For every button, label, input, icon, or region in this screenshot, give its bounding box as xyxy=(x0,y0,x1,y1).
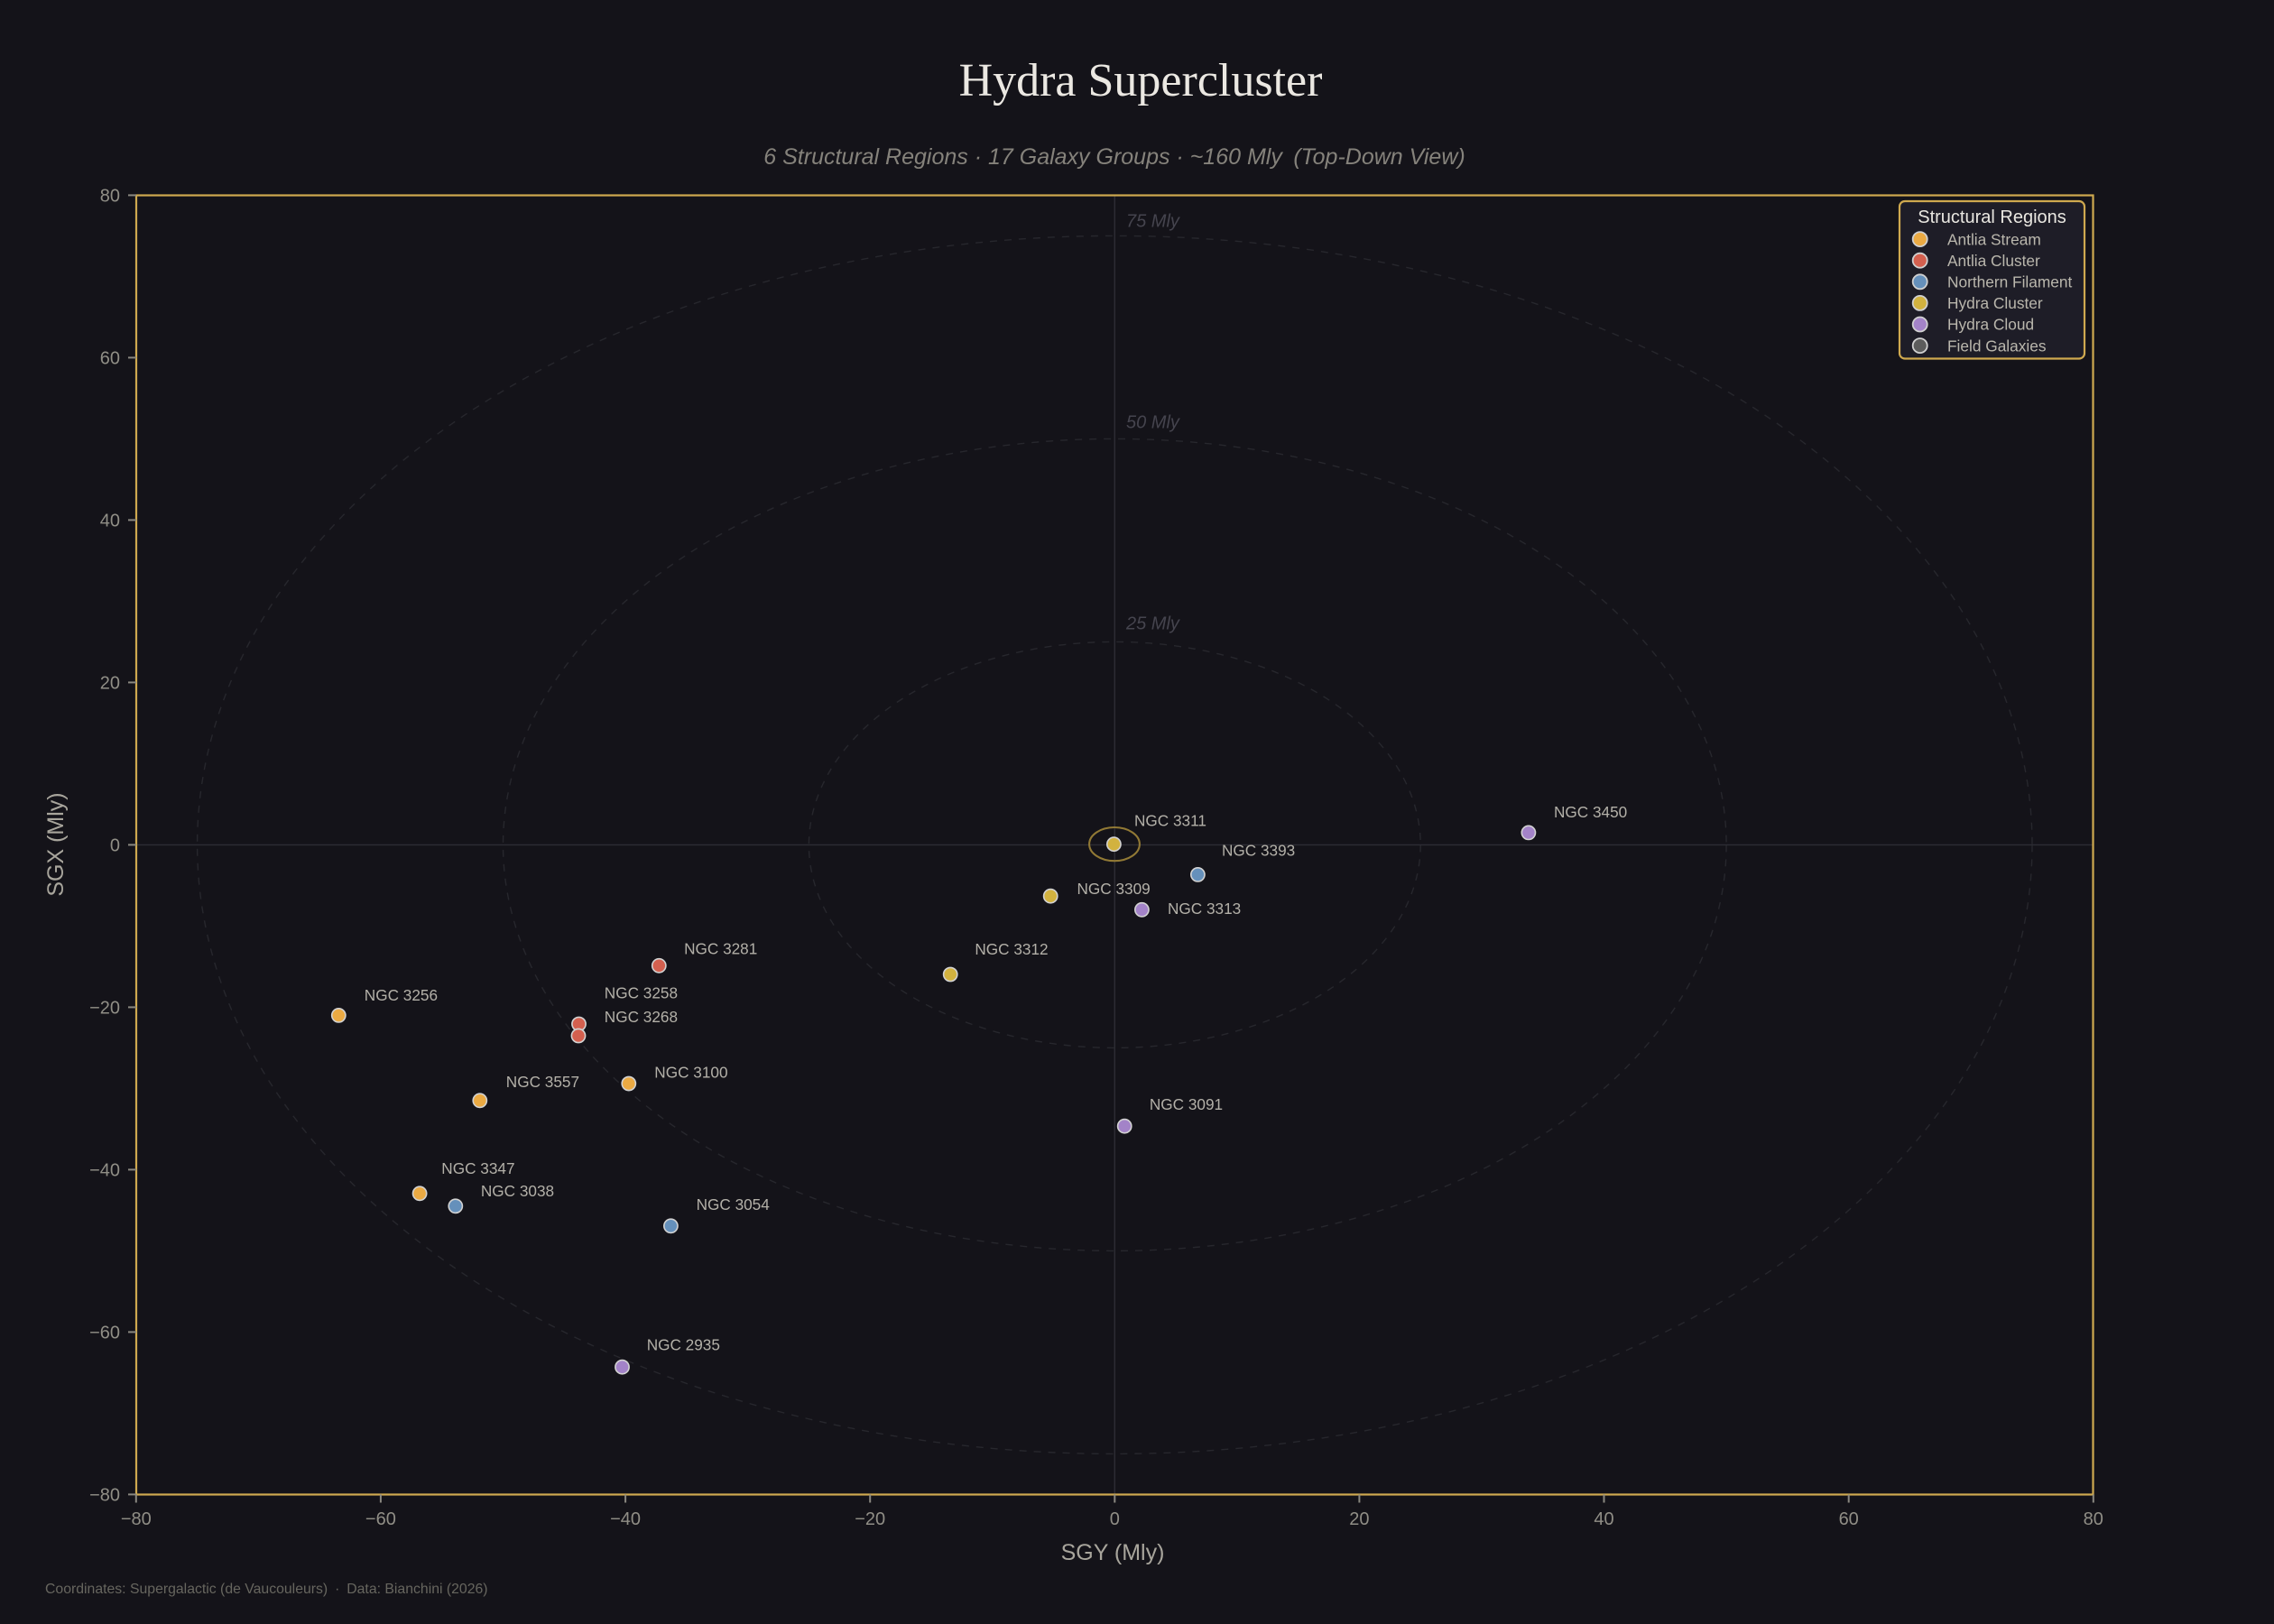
svg-text:Field Galaxies: Field Galaxies xyxy=(1947,337,2047,355)
svg-text:−60: −60 xyxy=(365,1509,396,1529)
svg-text:40: 40 xyxy=(100,511,120,531)
svg-text:20: 20 xyxy=(100,673,120,693)
svg-text:Structural Regions: Structural Regions xyxy=(1918,208,2066,227)
svg-text:75 Mly: 75 Mly xyxy=(1126,212,1180,232)
svg-text:0: 0 xyxy=(110,835,120,855)
svg-text:60: 60 xyxy=(100,348,120,368)
svg-text:−60: −60 xyxy=(89,1323,120,1343)
svg-text:Hydra Cluster: Hydra Cluster xyxy=(1947,294,2043,312)
svg-text:6 Structural Regions · 17 Gala: 6 Structural Regions · 17 Galaxy Groups … xyxy=(763,144,1465,170)
svg-text:NGC 3347: NGC 3347 xyxy=(441,1159,514,1177)
svg-text:NGC 3312: NGC 3312 xyxy=(975,940,1048,958)
svg-text:SGY (Mly): SGY (Mly) xyxy=(1061,1540,1165,1565)
svg-text:50 Mly: 50 Mly xyxy=(1126,413,1180,433)
svg-text:80: 80 xyxy=(100,186,120,206)
svg-text:−40: −40 xyxy=(89,1160,120,1180)
svg-text:−80: −80 xyxy=(89,1485,120,1505)
svg-text:60: 60 xyxy=(1839,1509,1859,1529)
svg-text:NGC 3256: NGC 3256 xyxy=(365,986,438,1004)
svg-text:Hydra Supercluster: Hydra Supercluster xyxy=(959,55,1323,106)
svg-text:NGC 3313: NGC 3313 xyxy=(1168,900,1241,918)
svg-text:NGC 3091: NGC 3091 xyxy=(1150,1095,1223,1113)
svg-text:NGC 3038: NGC 3038 xyxy=(481,1182,554,1200)
svg-text:NGC 3258: NGC 3258 xyxy=(605,984,678,1002)
svg-text:NGC 3450: NGC 3450 xyxy=(1554,803,1627,821)
svg-text:NGC 3311: NGC 3311 xyxy=(1134,812,1206,830)
svg-text:−40: −40 xyxy=(610,1509,641,1529)
svg-text:NGC 3100: NGC 3100 xyxy=(654,1064,727,1082)
svg-text:−80: −80 xyxy=(121,1509,152,1529)
svg-text:Coordinates: Supergalactic (de: Coordinates: Supergalactic (de Vaucouleu… xyxy=(45,1582,488,1597)
svg-text:NGC 3268: NGC 3268 xyxy=(605,1008,678,1026)
svg-text:Antlia Stream: Antlia Stream xyxy=(1947,230,2041,248)
svg-text:NGC 3281: NGC 3281 xyxy=(684,940,757,958)
svg-text:NGC 3557: NGC 3557 xyxy=(506,1073,579,1091)
svg-text:Antlia Cluster: Antlia Cluster xyxy=(1947,252,2040,270)
svg-text:20: 20 xyxy=(1349,1509,1369,1529)
svg-text:80: 80 xyxy=(2084,1509,2103,1529)
svg-text:NGC 3309: NGC 3309 xyxy=(1077,880,1151,898)
svg-text:NGC 3393: NGC 3393 xyxy=(1222,842,1295,860)
svg-text:−20: −20 xyxy=(89,998,120,1018)
svg-text:0: 0 xyxy=(1110,1509,1120,1529)
svg-text:NGC 2935: NGC 2935 xyxy=(647,1336,720,1354)
svg-text:Northern Filament: Northern Filament xyxy=(1947,273,2072,291)
svg-text:NGC 3054: NGC 3054 xyxy=(697,1195,771,1213)
svg-text:Hydra Cloud: Hydra Cloud xyxy=(1947,316,2034,334)
svg-text:−20: −20 xyxy=(855,1509,885,1529)
svg-text:40: 40 xyxy=(1594,1509,1613,1529)
svg-text:25 Mly: 25 Mly xyxy=(1125,614,1180,634)
svg-text:SGX (Mly): SGX (Mly) xyxy=(43,792,69,896)
